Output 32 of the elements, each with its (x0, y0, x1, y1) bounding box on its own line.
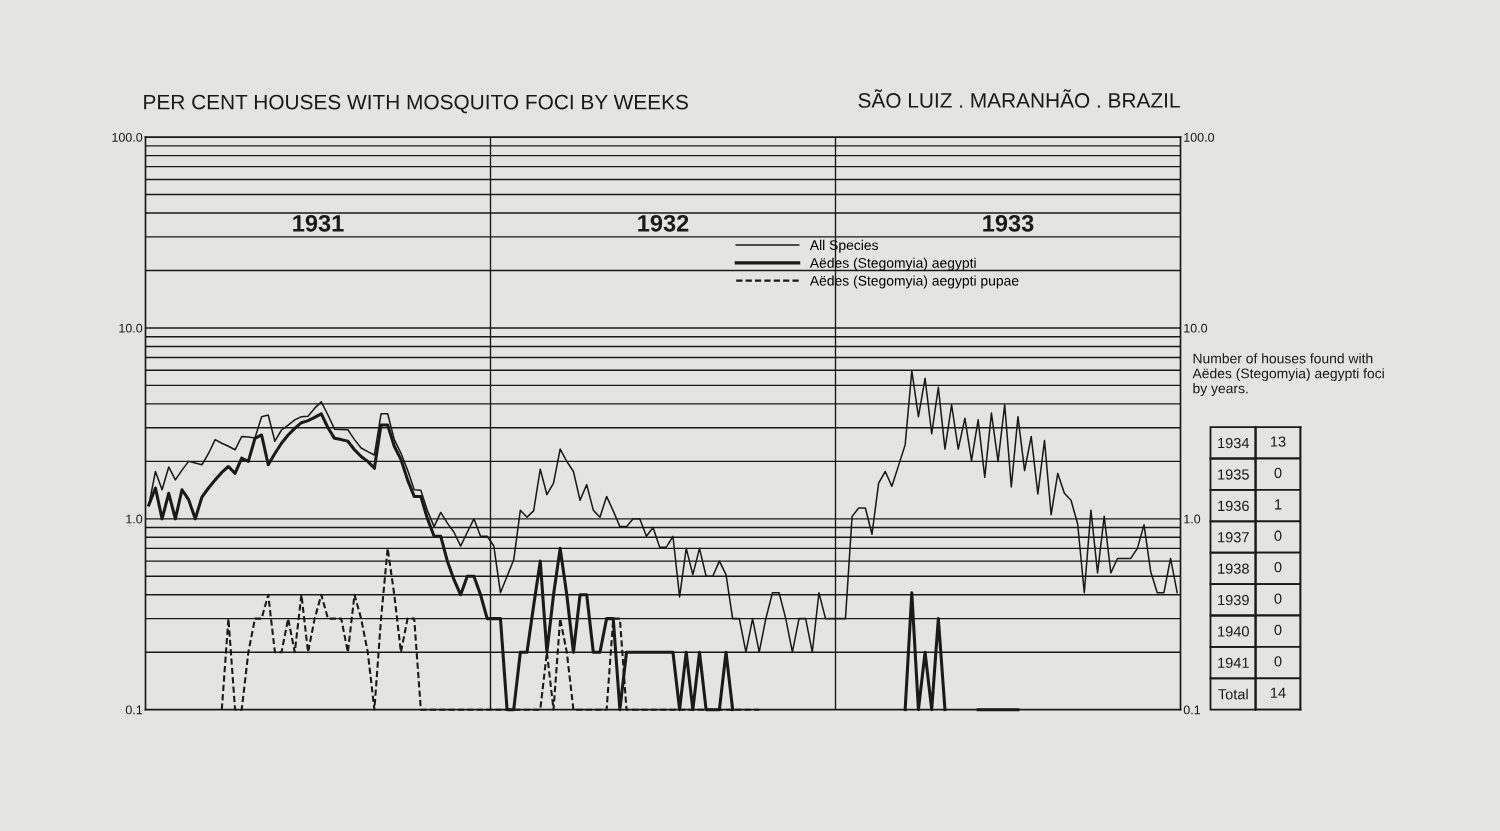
y-tick-label: Total (1218, 688, 1248, 700)
annotation: 1931 (293, 214, 344, 232)
text: 10.0 (1184, 323, 1208, 333)
y-tick-label: 1936 (1218, 500, 1249, 512)
data-label: 0 (1274, 530, 1282, 541)
y-tick-label: 1940 (1218, 626, 1249, 637)
y-tick-label: 1935 (1218, 469, 1249, 480)
y-tick-label: 10.0 (119, 323, 143, 333)
data-label: 13 (1271, 436, 1286, 447)
data-label: 1 (1275, 499, 1282, 510)
data-label: 0 (1274, 656, 1282, 667)
text: 100.0 (1184, 132, 1215, 142)
data-label: 14 (1271, 687, 1286, 698)
y-tick-label: 100.0 (112, 132, 143, 142)
data-label: 0 (1274, 593, 1282, 604)
text: 1.0 (1184, 514, 1201, 524)
y-tick-label: 0.1 (125, 705, 143, 715)
y-tick-label: 1939 (1218, 594, 1249, 606)
y-tick-label: 1937 (1218, 532, 1249, 543)
chart-subtitle: SÃO LUIZ . MARANHÃO . BRAZIL (858, 89, 1180, 108)
chart-title: PER CENT HOUSES WITH MOSQUITO FOCI BY WEEKS (144, 94, 688, 114)
y-tick-label: 1934 (1218, 437, 1250, 449)
annotation: 1932 (638, 214, 689, 232)
y-tick-label: 1938 (1218, 563, 1249, 574)
annotation: 1933 (983, 214, 1034, 232)
y-tick-label: 1941 (1218, 657, 1249, 669)
data-label: 0 (1274, 561, 1282, 573)
chart-title: Number of houses found with Aëdes (Stegomyia) aegypti foci by years. (1192, 353, 1384, 397)
text: 0.1 (1183, 705, 1201, 715)
data-label: 0 (1274, 624, 1282, 636)
data-label: 0 (1274, 467, 1282, 479)
y-tick-label: 1.0 (126, 514, 143, 524)
